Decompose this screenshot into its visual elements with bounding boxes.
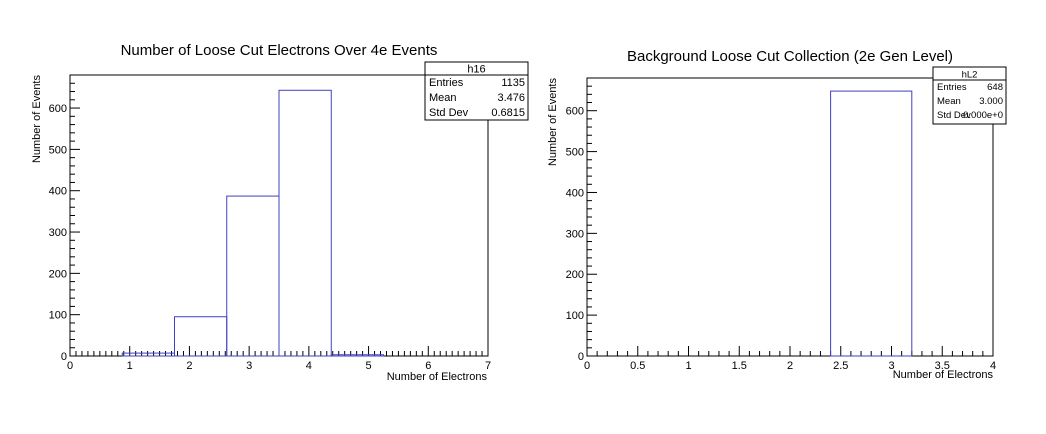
y-tick-label: 200 [566, 269, 584, 281]
x-tick-label: 2 [186, 360, 192, 372]
x-tick-label: 1 [127, 360, 133, 372]
x-tick-label: 4 [306, 360, 312, 372]
x-axis-label: Number of Electrons [387, 371, 488, 383]
stats-value: 3.476 [497, 92, 525, 104]
x-tick-label: 2.5 [833, 360, 848, 372]
stats-label: Mean [429, 92, 457, 104]
x-tick-label: 3 [246, 360, 252, 372]
stats-value: 648 [987, 82, 1003, 93]
x-tick-label: 3 [888, 360, 894, 372]
chart-title: Number of Loose Cut Electrons Over 4e Ev… [121, 42, 438, 59]
stats-label: Entries [429, 77, 464, 89]
y-tick-label: 300 [49, 227, 67, 239]
stats-box-frame [424, 61, 529, 121]
stats-label: Entries [937, 82, 967, 93]
plot-frame [586, 77, 994, 357]
histogram-bar [278, 89, 332, 357]
histogram-bar [330, 354, 384, 357]
x-tick-label: 3.5 [935, 360, 950, 372]
x-tick-label: 5 [366, 360, 372, 372]
x-tick-label: 2 [787, 360, 793, 372]
y-tick-label: 100 [566, 310, 584, 322]
stats-box-frame [932, 66, 1007, 125]
y-tick-label: 200 [49, 268, 67, 280]
y-tick-label: 500 [49, 144, 67, 156]
stats-label: Std Dev [937, 110, 971, 121]
histogram-panel-1: Number of Loose Cut Electrons Over 4e Ev… [31, 42, 529, 383]
y-tick-label: 600 [49, 103, 67, 115]
histogram-bar [830, 90, 913, 357]
histogram-panel-2: Background Loose Cut Collection (2e Gen … [547, 48, 1007, 381]
x-tick-label: 6 [425, 360, 431, 372]
y-axis-label: Number of Events [31, 75, 43, 164]
y-tick-label: 0 [61, 351, 67, 363]
x-tick-label: 0 [584, 360, 590, 372]
y-tick-label: 600 [566, 106, 584, 118]
stats-label: Std Dev [429, 107, 469, 119]
y-tick-label: 100 [49, 310, 67, 322]
stats-value: 0.000e+0 [963, 110, 1003, 121]
stats-value: 1135 [501, 77, 525, 89]
y-tick-label: 300 [566, 228, 584, 240]
y-axis-label: Number of Events [547, 78, 559, 167]
stats-label: Mean [937, 96, 961, 107]
histogram-bar [226, 195, 280, 357]
y-tick-label: 400 [49, 186, 67, 198]
x-tick-label: 0 [67, 360, 73, 372]
histogram-bar [174, 316, 228, 357]
y-tick-label: 400 [566, 187, 584, 199]
x-tick-label: 1.5 [732, 360, 747, 372]
x-tick-label: 0.5 [630, 360, 645, 372]
y-tick-label: 0 [578, 351, 584, 363]
stats-value: 3.000 [979, 96, 1003, 107]
stats-value: 0.6815 [491, 107, 525, 119]
chart-title: Background Loose Cut Collection (2e Gen … [627, 48, 953, 65]
x-tick-label: 1 [685, 360, 691, 372]
x-tick-label: 7 [485, 360, 491, 372]
x-axis-label: Number of Electrons [893, 369, 994, 381]
y-tick-label: 500 [566, 147, 584, 159]
stats-box-title: hL2 [962, 70, 978, 81]
x-tick-label: 4 [990, 360, 996, 372]
stats-box-title: h16 [467, 64, 485, 76]
